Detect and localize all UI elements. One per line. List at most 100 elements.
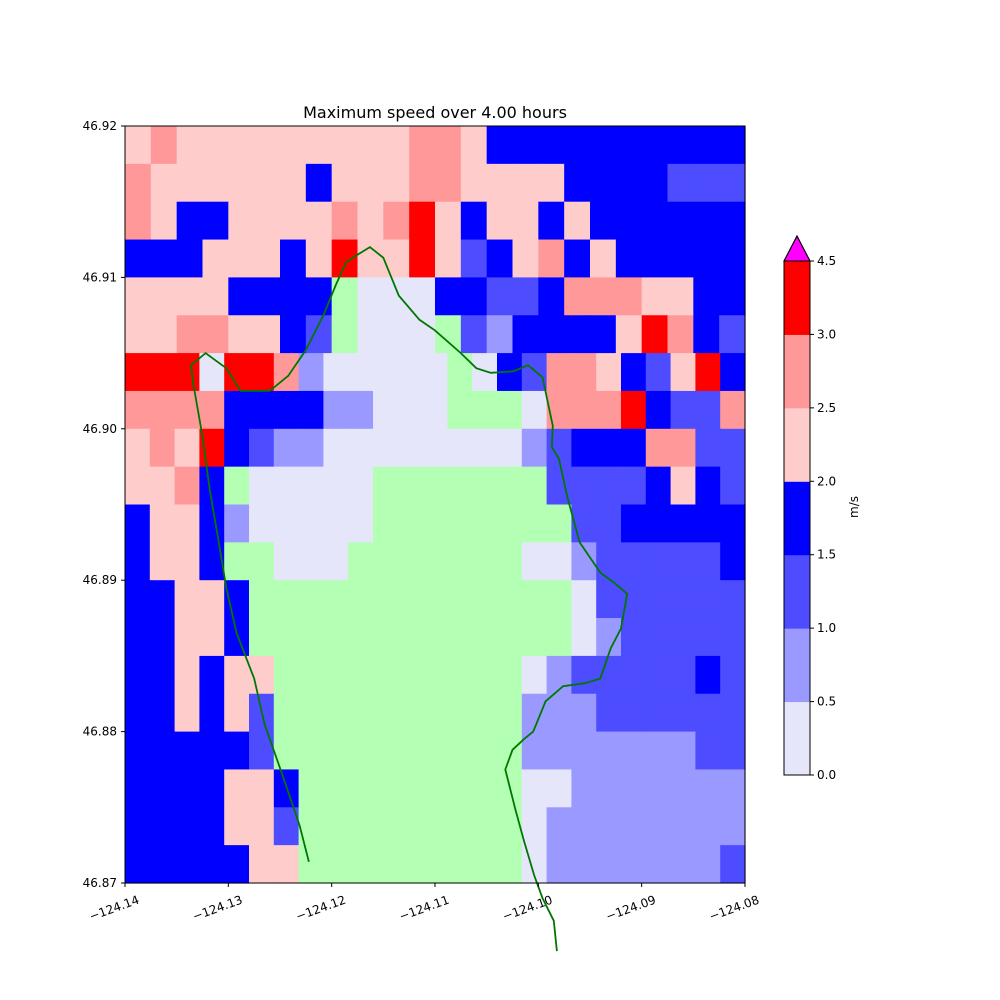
heatmap-cell: [149, 504, 176, 543]
heatmap-cell: [497, 807, 523, 846]
heatmap-cell: [422, 466, 448, 506]
heatmap-cell: [176, 277, 204, 316]
heatmap-cell: [670, 390, 696, 430]
heatmap-cell: [497, 693, 523, 733]
heatmap-cell: [521, 618, 548, 657]
heatmap-cell: [670, 580, 696, 619]
heatmap-cell: [150, 315, 178, 354]
heatmap-cell: [670, 504, 696, 543]
heatmap-cell: [176, 163, 204, 203]
heatmap-cell: [174, 353, 200, 392]
heatmap-cell: [596, 390, 622, 430]
heatmap-cell: [348, 618, 374, 657]
heatmap-cell: [228, 126, 255, 165]
heatmap-cell: [571, 731, 597, 771]
heatmap-cell: [447, 580, 473, 619]
heatmap-cell: [254, 277, 281, 316]
heatmap-cell: [373, 353, 399, 392]
heatmap-cell: [397, 693, 424, 733]
heatmap-cell: [621, 353, 647, 392]
heatmap-cell: [497, 390, 523, 430]
heatmap-cell: [472, 390, 498, 430]
heatmap-cell: [621, 542, 647, 581]
heatmap-cell: [298, 845, 324, 884]
heatmap-cell: [615, 277, 643, 316]
heatmap-cell: [422, 731, 448, 771]
heatmap-cell: [224, 428, 250, 468]
heatmap-cell: [512, 315, 539, 354]
heatmap-cell: [199, 618, 225, 657]
heatmap-cell: [125, 542, 151, 581]
heatmap-cell: [174, 807, 200, 846]
heatmap-cell: [199, 845, 225, 884]
heatmap-cell: [667, 277, 694, 316]
heatmap-cell: [298, 504, 324, 543]
colorbar-extend-arrow: [783, 234, 811, 262]
heatmap-cell: [719, 126, 746, 165]
shoreline-layer: [190, 246, 629, 952]
heatmap-cell: [564, 201, 591, 241]
y-tick-label: 46.87: [83, 876, 117, 890]
heatmap-cell: [521, 504, 548, 543]
heatmap-cell: [546, 353, 572, 392]
x-tick-label: −124.11: [397, 893, 451, 924]
y-tick-label: 46.92: [83, 119, 117, 133]
heatmap-cell: [298, 769, 324, 808]
heatmap-cell: [422, 580, 448, 619]
heatmap-cell: [460, 126, 488, 165]
heatmap-cell: [497, 618, 523, 657]
heatmap-cell: [373, 542, 399, 581]
heatmap-cell: [447, 655, 473, 695]
heatmap-cell: [202, 126, 229, 165]
heatmap-cell: [280, 315, 307, 354]
x-tick-label: −124.14: [87, 893, 141, 924]
heatmap-cell: [254, 239, 281, 278]
heatmap-cell: [693, 239, 720, 278]
heatmap-cell: [667, 239, 694, 278]
heatmap-cell: [521, 353, 548, 392]
heatmap-cell: [435, 239, 462, 278]
heatmap-cell: [149, 428, 176, 468]
heatmap-cell: [125, 504, 151, 543]
heatmap-cell: [323, 618, 349, 657]
heatmap-cell: [323, 580, 349, 619]
heatmap-cell: [174, 504, 200, 543]
heatmap-cell: [695, 731, 721, 771]
heatmap-cell: [273, 466, 300, 506]
heatmap-cell: [695, 655, 721, 695]
colorbar-tick-label: 2.5: [817, 401, 836, 415]
heatmap-cell: [280, 201, 307, 241]
heatmap-cell: [199, 731, 225, 771]
heatmap-cell: [228, 239, 255, 278]
heatmap-cell: [249, 428, 275, 468]
heatmap-cell: [397, 466, 424, 506]
colorbar: 0.0 0.5 1.0 1.5 2.0 2.5 3.0 4.5: [783, 234, 836, 782]
heatmap-cell: [521, 390, 548, 430]
heatmap-cell: [125, 163, 152, 203]
heatmap-cell: [521, 807, 548, 846]
heatmap-cell: [202, 315, 229, 354]
heatmap-cell: [695, 466, 721, 506]
heatmap-cell: [719, 163, 746, 203]
heatmap-cell: [125, 693, 151, 733]
heatmap-cell: [472, 655, 498, 695]
heatmap-cell: [472, 731, 498, 771]
heatmap-cell: [331, 201, 359, 241]
heatmap-cell: [125, 845, 151, 884]
heatmap-cell: [571, 353, 597, 392]
heatmap-cell: [497, 655, 523, 695]
heatmap-cell: [397, 731, 424, 771]
heatmap-cell: [202, 277, 229, 316]
heatmap-cell: [323, 428, 349, 468]
heatmap-cell: [596, 845, 622, 884]
heatmap-cell: [538, 277, 565, 316]
heatmap-cell: [249, 542, 275, 581]
heatmap-cell: [596, 655, 622, 695]
x-tick-label: −124.12: [294, 893, 348, 924]
heatmap-cell: [373, 769, 399, 808]
heatmap-cell: [397, 769, 424, 808]
heatmap-cell: [472, 504, 498, 543]
heatmap-cell: [497, 542, 523, 581]
heatmap-cell: [409, 277, 436, 316]
heatmap-cell: [348, 466, 374, 506]
